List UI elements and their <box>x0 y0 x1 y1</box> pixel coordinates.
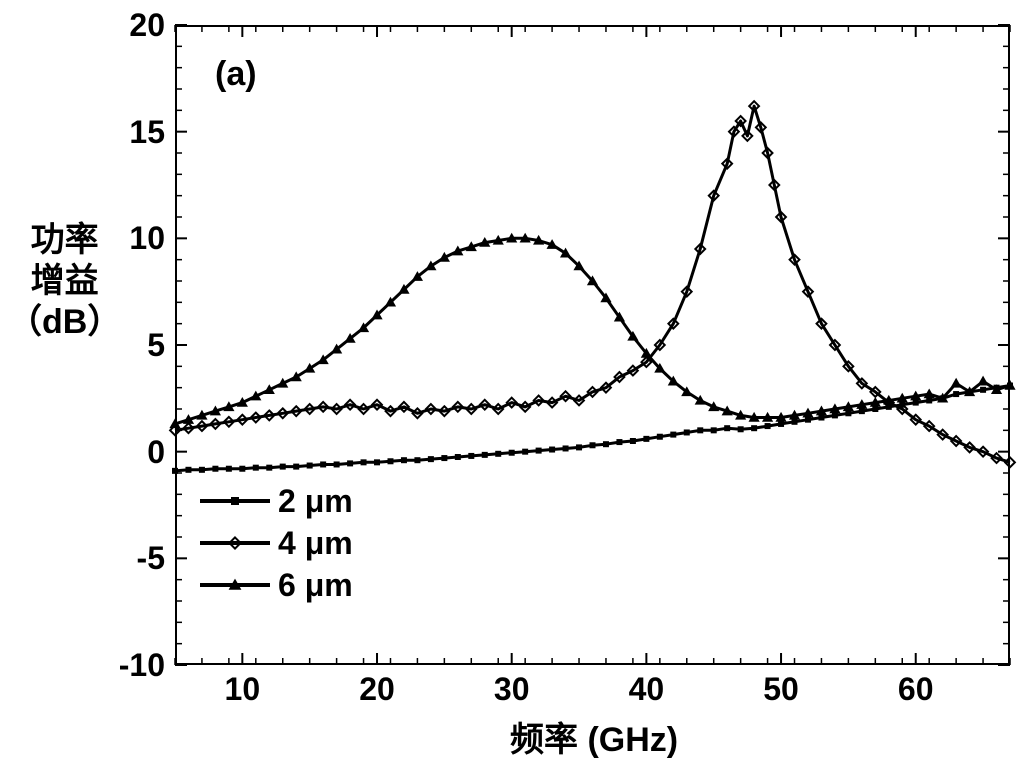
y-tick-label: 20 <box>105 7 165 44</box>
legend-line-icon <box>200 583 270 587</box>
x-tick-label: 50 <box>751 671 811 708</box>
y-tick-label: 10 <box>105 220 165 257</box>
y-tick-label: 5 <box>105 327 165 364</box>
legend-label: 6 μm <box>278 567 353 604</box>
x-tick-label: 60 <box>886 671 946 708</box>
legend-item: 6 μm <box>200 564 353 606</box>
legend-line-icon <box>200 541 270 545</box>
x-tick-label: 20 <box>347 671 407 708</box>
legend-line-icon <box>200 499 270 503</box>
x-tick-label: 30 <box>482 671 542 708</box>
y-tick-label: 0 <box>105 434 165 471</box>
x-tick-label: 40 <box>616 671 676 708</box>
power-gain-chart: 功率 增益 （dB） 频率 (GHz) (a) -10-505101520 10… <box>0 0 1030 767</box>
legend: 2 μm 4 μm 6 μm <box>200 480 353 606</box>
legend-label: 4 μm <box>278 525 353 562</box>
legend-label: 2 μm <box>278 483 353 520</box>
legend-item: 4 μm <box>200 522 353 564</box>
y-tick-label: -5 <box>105 540 165 577</box>
y-tick-label: -10 <box>105 647 165 684</box>
y-tick-label: 15 <box>105 114 165 151</box>
legend-item: 2 μm <box>200 480 353 522</box>
x-tick-label: 10 <box>212 671 272 708</box>
